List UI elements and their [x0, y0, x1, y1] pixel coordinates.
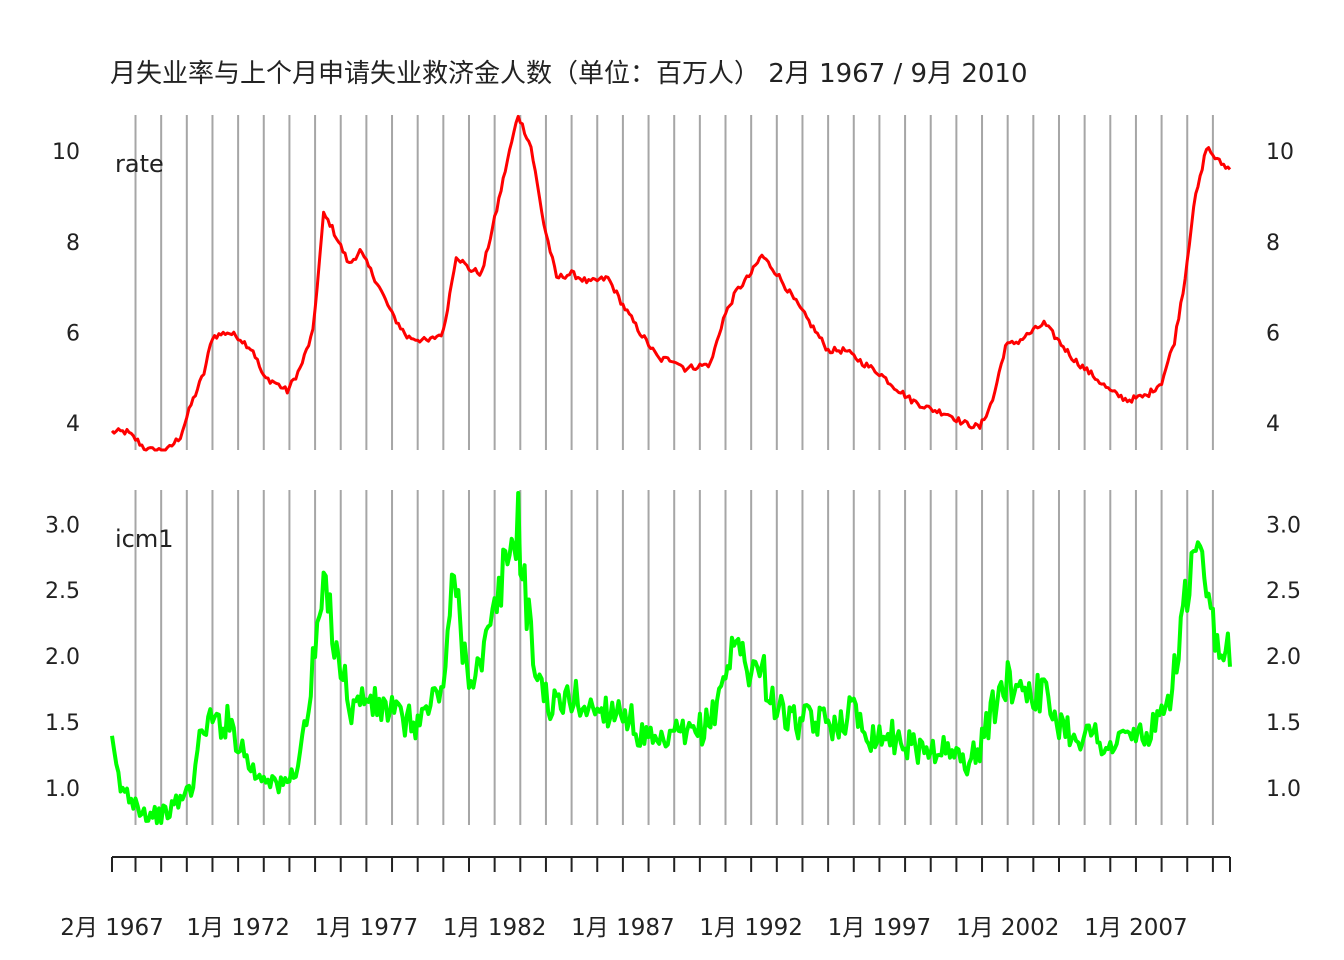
x-axis: 2月 1967 1月 1972 1月 1977 1月 1982 1月 1987 1月 19…: [60, 856, 1231, 941]
y-tick-label-right: 1.5: [1266, 711, 1301, 736]
x-tick-label: 1月 1977: [315, 915, 418, 941]
y-tick-label-right: 2.5: [1266, 579, 1301, 604]
x-tick-label: 1月 1982: [443, 915, 546, 941]
y-tick-label-left: 2.5: [45, 579, 80, 604]
y-tick-label-left: 8: [66, 231, 80, 256]
x-tick-label: 1月 1992: [699, 915, 802, 941]
y-tick-label-right: 10: [1266, 140, 1294, 165]
y-tick-label-left: 10: [52, 140, 80, 165]
y-tick-label-right: 2.0: [1266, 645, 1301, 670]
panel-icm1: 1.0 1.0 1.5 1.5 2.0 2.0 2.5 2.5 3.0 3.0 icm1: [45, 490, 1301, 826]
y-tick-label-right: 3.0: [1266, 513, 1301, 538]
x-tick-label: 1月 1997: [828, 915, 931, 941]
series-line-rate: [110, 114, 1232, 452]
x-tick-label: 1月 2002: [956, 915, 1059, 941]
y-tick-label-left: 3.0: [45, 513, 80, 538]
chart-title: 月失业率与上个月申请失业救济金人数（单位：百万人） 2月 1967 / 9月 2…: [110, 59, 1028, 89]
series-label-icm1: icm1: [115, 525, 174, 553]
y-tick-label-right: 8: [1266, 231, 1280, 256]
x-tick-label: 1月 1987: [571, 915, 674, 941]
grid-lines: [134, 115, 1214, 450]
y-tick-label-right: 4: [1266, 412, 1280, 437]
y-tick-label-left: 6: [66, 321, 80, 346]
x-tick-label: 1月 1972: [186, 915, 289, 941]
y-tick-label-right: 1.0: [1266, 777, 1301, 802]
y-tick-label-left: 4: [66, 412, 80, 437]
y-tick-label-left: 1.0: [45, 777, 80, 802]
series-line-icm1: [110, 491, 1232, 826]
y-tick-label-right: 6: [1266, 321, 1280, 346]
x-tick-label: 2月 1967: [60, 915, 163, 941]
panel-rate: 4 4 6 6 8 8 10 10 rate: [52, 114, 1294, 452]
series-label-rate: rate: [115, 150, 164, 178]
y-tick-label-left: 1.5: [45, 711, 80, 736]
y-tick-label-left: 2.0: [45, 645, 80, 670]
x-tick-label: 1月 2007: [1084, 915, 1187, 941]
